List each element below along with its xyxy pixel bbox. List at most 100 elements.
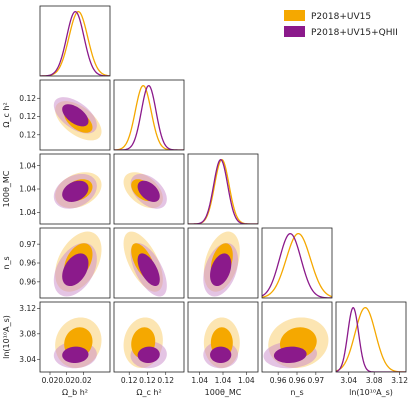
contour-68-qhii xyxy=(273,346,307,364)
panel-ns-vs-ns xyxy=(261,227,333,299)
x-axis-label-theta: 100θ_MC xyxy=(205,388,242,397)
y-tick-label-lnAs: 3.04 xyxy=(19,355,36,364)
contour-68-qhii xyxy=(137,253,160,287)
panel-frame xyxy=(113,301,185,373)
y-tick-label-omega_c: 0.12 xyxy=(19,94,36,103)
panel-frame xyxy=(261,227,333,299)
y-tick-label-lnAs: 3.12 xyxy=(19,304,36,313)
contour-68-qhii xyxy=(210,346,232,364)
marginal-curve-uv15 xyxy=(262,232,332,298)
x-tick-label-lnAs: 3.12 xyxy=(391,376,408,385)
x-axis-label-lnAs: ln(10¹⁰A_s) xyxy=(349,388,393,397)
panel-lnAs-vs-ns: 0.96 0.96 0.97 xyxy=(261,301,333,385)
y-tick-label-ns: 0.96 xyxy=(19,277,36,286)
panel-content xyxy=(203,317,240,369)
panel-content xyxy=(188,158,258,224)
panel-content xyxy=(53,172,102,209)
y-axis-label-ns: n_s xyxy=(2,256,11,269)
x-tick-label-ns: 0.96 xyxy=(270,376,287,385)
x-tick-label-omega_c: 0.12 xyxy=(157,376,174,385)
panel-content xyxy=(40,10,110,76)
contour-68-qhii xyxy=(62,253,89,287)
x-tick-label-theta: 1.04 xyxy=(215,376,232,385)
x-tick-label-ns: 0.96 xyxy=(289,376,306,385)
panel-ns-vs-theta xyxy=(187,227,259,299)
x-axis-label-omega_b: Ω_b h² xyxy=(62,388,88,397)
y-tick-label-theta: 1.04 xyxy=(19,185,36,194)
panel-frame xyxy=(113,153,185,225)
panel-lnAs-vs-theta: 1.04 1.04 1.04 xyxy=(187,301,259,385)
x-tick-label-theta: 1.04 xyxy=(238,376,255,385)
marginal-curve-qhii xyxy=(114,84,184,150)
legend-label-uv15: P2018+UV15 xyxy=(311,12,371,22)
x-tick-label-omega_c: 0.12 xyxy=(139,376,156,385)
legend: P2018+UV15 P2018+UV15+QHII xyxy=(284,10,398,38)
panel-lnAs-vs-omega_c: 0.12 0.12 0.12 xyxy=(113,301,185,385)
marginal-curve-uv15 xyxy=(114,84,184,150)
panel-content xyxy=(336,306,406,372)
panel-ns-vs-omega_b: 0.96 0.96 0.97 xyxy=(19,227,111,299)
contour-68-qhii xyxy=(62,346,89,364)
panel-content xyxy=(123,231,167,297)
marginal-curve-uv15 xyxy=(40,10,110,76)
panel-theta-vs-omega_b: 1.04 1.04 1.04 xyxy=(19,153,111,225)
x-axis-label-omega_c: Ω_c h² xyxy=(136,388,161,397)
contour-68-qhii xyxy=(210,253,232,287)
x-tick-label-theta: 1.04 xyxy=(191,376,208,385)
legend-swatch-uv15 xyxy=(284,10,305,21)
panel-content xyxy=(114,84,184,150)
x-tick-label-ns: 0.97 xyxy=(307,376,324,385)
marginal-curve-qhii xyxy=(188,158,258,224)
panel-frame xyxy=(39,301,111,373)
marginal-curve-qhii xyxy=(262,232,332,298)
panel-content xyxy=(123,317,167,369)
x-tick-label-omega_b: 0.02 xyxy=(42,376,59,385)
x-tick-label-lnAs: 3.08 xyxy=(366,376,383,385)
marginal-curve-qhii xyxy=(40,10,110,76)
panel-omega_c-vs-omega_b: 0.12 0.12 0.12 xyxy=(19,79,111,151)
x-tick-label-omega_b: 0.02 xyxy=(75,376,92,385)
y-tick-label-theta: 1.04 xyxy=(19,161,36,170)
panel-frame xyxy=(39,5,111,77)
panel-frame xyxy=(113,79,185,151)
y-tick-label-omega_c: 0.12 xyxy=(19,130,36,139)
x-tick-label-omega_c: 0.12 xyxy=(121,376,138,385)
panel-frame xyxy=(187,153,259,225)
y-tick-label-ns: 0.97 xyxy=(19,240,36,249)
panel-content xyxy=(53,97,102,141)
panel-lnAs-vs-omega_b: 0.02 0.02 0.023.043.083.12 xyxy=(19,301,111,385)
panel-content xyxy=(203,231,240,297)
x-tick-label-omega_b: 0.02 xyxy=(58,376,75,385)
panel-content xyxy=(262,232,332,298)
legend-label-qhii: P2018+UV15+QHII xyxy=(311,28,398,38)
y-axis-label-lnAs: ln(10¹⁰A_s) xyxy=(2,315,11,359)
y-tick-label-ns: 0.96 xyxy=(19,259,36,268)
y-tick-label-lnAs: 3.08 xyxy=(19,329,36,338)
y-axis-label-omega_c: Ω_c h² xyxy=(2,102,11,127)
panel-frame xyxy=(187,227,259,299)
panel-theta-vs-omega_c xyxy=(113,153,185,225)
contour-68-qhii xyxy=(137,180,160,202)
panel-omega_c-vs-omega_c xyxy=(113,79,185,151)
panel-theta-vs-theta xyxy=(187,153,259,225)
contour-68-qhii xyxy=(137,346,160,364)
panel-ns-vs-omega_c xyxy=(113,227,185,299)
x-axis-label-ns: n_s xyxy=(290,388,303,397)
y-tick-label-theta: 1.04 xyxy=(19,208,36,217)
contour-68-qhii xyxy=(62,104,89,127)
panel-omega_b-vs-omega_b xyxy=(39,5,111,77)
corner-panels: 0.120.120.121.041.041.040.960.960.970.02… xyxy=(2,5,408,397)
panel-frame xyxy=(335,301,407,373)
panel-content xyxy=(263,317,329,369)
y-tick-label-omega_c: 0.12 xyxy=(19,112,36,121)
panel-content xyxy=(123,172,167,209)
y-axis-label-theta: 100θ_MC xyxy=(2,170,11,207)
x-tick-label-lnAs: 3.04 xyxy=(340,376,357,385)
panel-frame xyxy=(39,79,111,151)
panel-frame xyxy=(113,227,185,299)
marginal-curve-uv15 xyxy=(188,158,258,224)
panel-content xyxy=(53,231,102,297)
panel-content xyxy=(53,317,102,369)
panel-lnAs-vs-lnAs: 3.04 3.08 3.12 xyxy=(335,301,408,385)
